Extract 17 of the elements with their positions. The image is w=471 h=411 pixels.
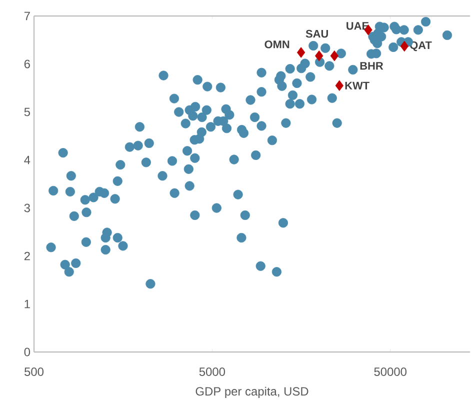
- y-tick-label: 5: [24, 108, 30, 116]
- y-tick-label: 3: [24, 204, 30, 212]
- annotation: BHR: [360, 62, 384, 70]
- annotation: UAE: [346, 22, 369, 30]
- x-tick-label: 50000: [374, 368, 406, 376]
- y-tick-label: 6: [24, 60, 30, 68]
- y-tick-label: 7: [24, 12, 30, 20]
- y-tick-label: 4: [24, 156, 30, 164]
- annotation: OMN: [264, 40, 290, 48]
- y-tick-label: 1: [24, 300, 30, 308]
- annotation: SAU: [306, 30, 328, 38]
- x-axis-title: GDP per capita, USD: [196, 386, 308, 398]
- annotation: KWT: [345, 82, 370, 90]
- x-tick-label: 5000: [199, 368, 226, 376]
- y-tick-label: 0: [24, 348, 30, 356]
- y-tick-label: 2: [24, 252, 30, 260]
- x-tick-label: 500: [24, 368, 44, 376]
